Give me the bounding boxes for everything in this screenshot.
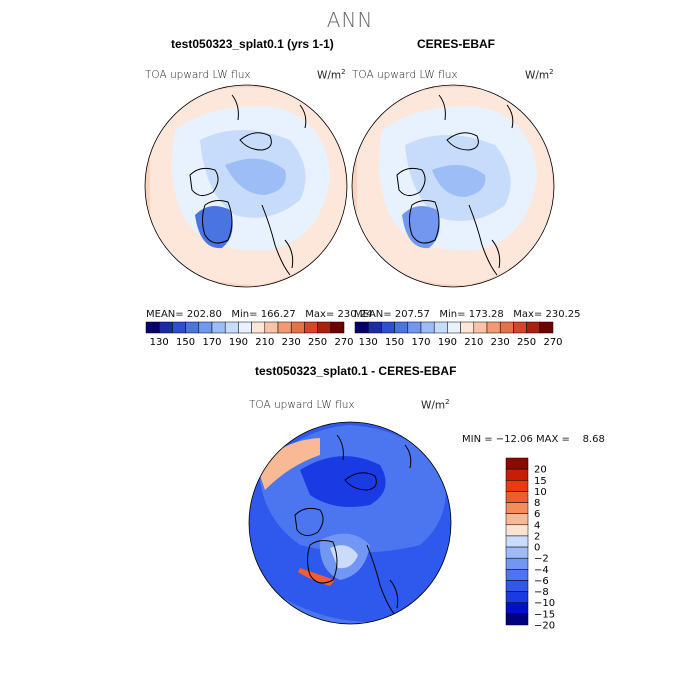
colorbar-tick-label: 15 xyxy=(534,476,547,487)
colorbar-tick-label: 20 xyxy=(534,465,547,476)
colorbar-swatch xyxy=(447,321,461,334)
colorbar-swatch xyxy=(264,321,279,334)
colorbar-swatch xyxy=(505,468,529,481)
colorbar-swatch xyxy=(317,321,332,334)
panel-1-title: test050323_splat0.1 (yrs 1-1) xyxy=(171,37,334,51)
colorbar-tick-label: 250 xyxy=(517,337,536,348)
colorbar-swatch xyxy=(505,602,529,615)
colorbar-swatch xyxy=(505,480,529,492)
map-panel-2 xyxy=(352,85,554,287)
colorbar-swatch xyxy=(499,321,514,334)
colorbar-panel-2: 130 150 170 190 210 230 250 270 xyxy=(354,321,563,348)
colorbar-tick-label: −20 xyxy=(534,621,555,632)
colorbar-tick-label: −8 xyxy=(534,587,549,598)
panel-3-units: W/m2 xyxy=(421,398,450,412)
panel-2-units: W/m2 xyxy=(525,68,554,82)
colorbar-tick-label: 8 xyxy=(534,498,540,509)
colorbar-swatch xyxy=(251,321,266,334)
colorbar-swatch xyxy=(505,580,529,592)
figure-suptitle: ANN xyxy=(326,8,374,32)
colorbar-swatch xyxy=(513,321,527,334)
colorbar-swatch xyxy=(526,321,541,334)
colorbar-swatch xyxy=(158,321,173,334)
colorbar-tick-label: −2 xyxy=(534,554,549,565)
colorbar-swatch xyxy=(394,321,409,334)
colorbar-swatch xyxy=(505,524,529,537)
colorbar-tick-label: 210 xyxy=(464,337,483,348)
map-panel-1 xyxy=(145,85,347,287)
colorbar-swatch xyxy=(505,535,529,548)
colorbar-swatch xyxy=(211,321,226,334)
colorbar-tick-label: 230 xyxy=(282,337,301,348)
colorbar-tick-label: 230 xyxy=(491,337,510,348)
colorbar-swatch xyxy=(354,321,369,334)
colorbar-swatch xyxy=(304,321,318,334)
colorbar-swatch xyxy=(505,491,529,503)
colorbar-tick-label: 150 xyxy=(176,337,195,348)
colorbar-swatch xyxy=(330,321,345,334)
colorbar-tick-label: 190 xyxy=(229,337,248,348)
colorbar-tick-label: 150 xyxy=(385,337,404,348)
colorbar-swatch xyxy=(290,321,305,334)
colorbar-tick-label: 4 xyxy=(534,520,540,531)
map-panel-3 xyxy=(249,422,451,624)
colorbar-tick-label: 170 xyxy=(202,337,221,348)
colorbar-swatch xyxy=(539,321,554,334)
colorbar-swatch xyxy=(505,591,529,603)
colorbar-swatch xyxy=(505,557,529,570)
colorbar-swatch xyxy=(367,321,382,334)
colorbar-swatch xyxy=(381,321,395,334)
colorbar-swatch xyxy=(238,321,252,334)
panel-2-stats: MEAN= 207.57 Min= 173.28 Max= 230.25 xyxy=(354,309,581,320)
panel-2-title: CERES-EBAF xyxy=(417,37,496,51)
panel-3-title: test050323_splat0.1 - CERES-EBAF xyxy=(255,364,457,378)
panel-1-stats: MEAN= 202.80 Min= 166.27 Max= 230.24 xyxy=(146,309,373,320)
colorbar-swatch xyxy=(505,457,529,470)
colorbar-swatch xyxy=(407,321,422,334)
colorbar-swatch xyxy=(224,321,239,334)
colorbar-tick-label: −15 xyxy=(534,609,555,620)
colorbar-swatch xyxy=(505,569,529,581)
colorbar-tick-label: 10 xyxy=(534,487,547,498)
colorbar-swatch xyxy=(505,546,529,559)
colorbar-swatch xyxy=(460,321,475,334)
colorbar-tick-label: −10 xyxy=(534,598,555,609)
colorbar-tick-label: 270 xyxy=(543,337,562,348)
colorbar-tick-label: 170 xyxy=(411,337,430,348)
panel-3-variable: TOA upward LW flux xyxy=(249,399,355,411)
colorbar-tick-label: 6 xyxy=(534,509,540,520)
colorbar-swatch xyxy=(420,321,435,334)
colorbar-swatch xyxy=(433,321,448,334)
colorbar-swatch xyxy=(486,321,501,334)
colorbar-tick-label: 2 xyxy=(534,531,540,542)
panel-1-units: W/m2 xyxy=(317,68,346,82)
colorbar-swatch xyxy=(145,321,160,334)
colorbar-swatch xyxy=(198,321,213,334)
colorbar-swatch xyxy=(277,321,292,334)
colorbar-tick-label: 130 xyxy=(150,337,169,348)
colorbar-tick-label: −4 xyxy=(534,565,549,576)
colorbar-swatch xyxy=(505,613,529,626)
colorbar-tick-label: 0 xyxy=(534,543,540,554)
colorbar-swatch xyxy=(185,321,200,334)
colorbar-swatch xyxy=(505,502,529,514)
coastlines-1 xyxy=(189,94,307,276)
colorbar-swatch xyxy=(172,321,186,334)
coastlines-3 xyxy=(294,434,412,616)
panel-1-variable: TOA upward LW flux xyxy=(145,69,251,81)
colorbar-swatch xyxy=(473,321,488,334)
panel-2-variable: TOA upward LW flux xyxy=(352,69,458,81)
colorbar-tick-label: 190 xyxy=(438,337,457,348)
colorbar-tick-label: 210 xyxy=(255,337,274,348)
colorbar-panel-1: 130 150 170 190 210 230 250 270 xyxy=(145,321,354,348)
colorbar-tick-label: 130 xyxy=(359,337,378,348)
panel-3-minmax: MIN = −12.06 MAX = 8.68 xyxy=(462,434,605,445)
colorbar-tick-label: −6 xyxy=(534,576,549,587)
colorbar-swatch xyxy=(505,513,529,526)
colorbar-tick-label: 250 xyxy=(308,337,327,348)
coastlines-2 xyxy=(396,94,514,276)
colorbar-tick-label: 270 xyxy=(334,337,353,348)
